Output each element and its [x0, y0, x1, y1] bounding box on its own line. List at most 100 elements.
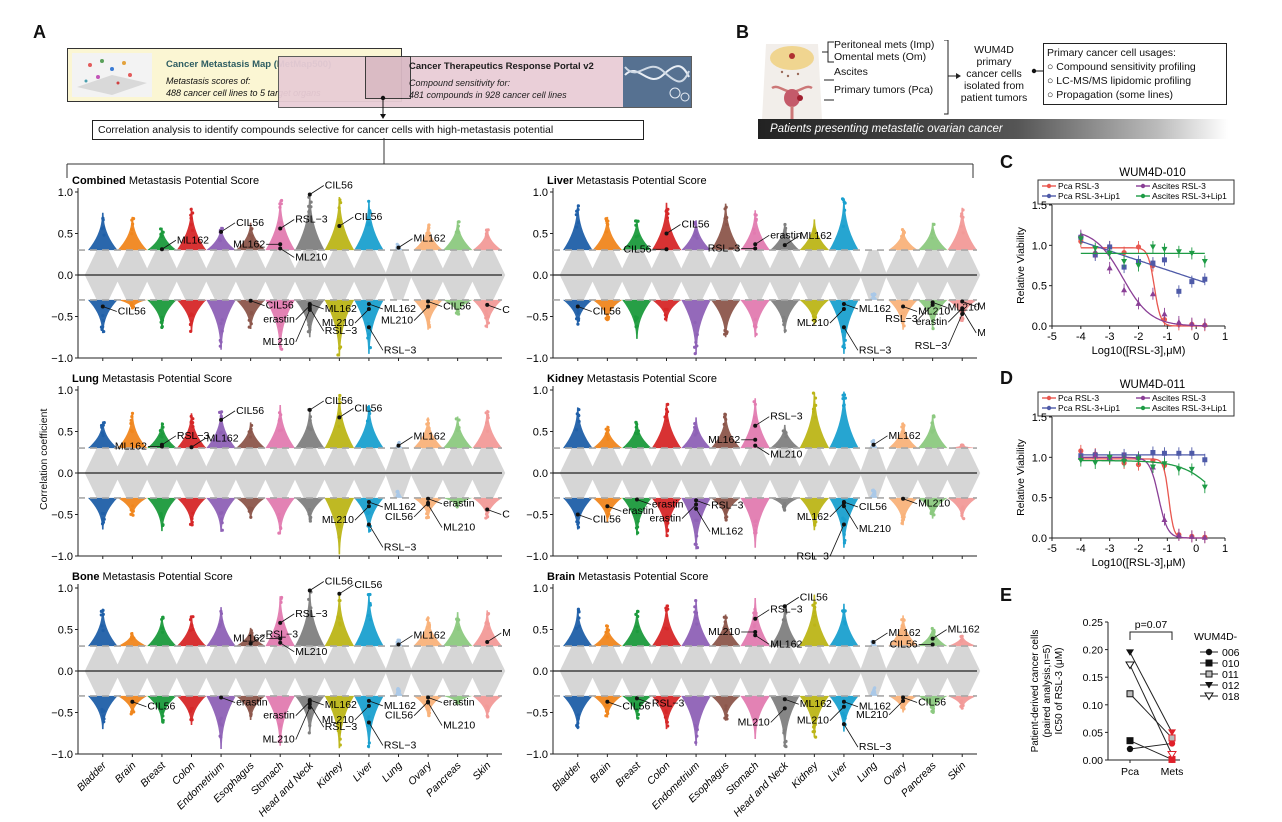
swarm-point [456, 312, 460, 316]
annotation-leader [413, 306, 429, 321]
annotation-leader [354, 505, 370, 521]
ctrp-banner: Cancer Therapeutics Response Portal v2 C… [278, 56, 692, 108]
swarm-point [159, 513, 163, 517]
annotation-leader [339, 408, 354, 418]
swarm-point [723, 412, 727, 417]
swarm-point [722, 415, 727, 419]
swarm-point [102, 709, 106, 713]
swarm-point [309, 515, 313, 519]
data-point-mets [1168, 755, 1176, 763]
annotation-leader [191, 437, 206, 448]
swarm-point [753, 415, 757, 420]
swarm-point [665, 419, 669, 423]
swarm-point [576, 725, 580, 729]
swarm-tail [472, 409, 503, 449]
data-point [1092, 246, 1099, 252]
swarm-point [812, 725, 816, 729]
annotation-label-erastin: erastin [443, 498, 475, 510]
annotation-label-rsl-3: RSL−3 [325, 721, 358, 733]
annotation-label-ml162: ML162 [797, 511, 829, 523]
annotation-leader [427, 504, 443, 528]
swarm-point [336, 522, 340, 526]
swarm-point [577, 407, 581, 412]
swarm-point [634, 223, 638, 227]
annotation-leader [368, 722, 384, 746]
annotation-leader [636, 499, 652, 505]
annotation-point [278, 242, 283, 247]
data-point [1176, 450, 1182, 456]
x-tick-label: Bladder [550, 759, 584, 793]
legend-marker [1204, 692, 1214, 701]
x-axis-label: Log10([RSL-3],μM) [1092, 557, 1186, 569]
annotation-leader [309, 185, 325, 195]
swarm-point [929, 511, 933, 516]
swarm-skin [469, 409, 506, 520]
swarm-point [900, 311, 905, 315]
swarm-point [604, 432, 609, 436]
legend-marker [1205, 682, 1213, 689]
swarm-point [188, 709, 193, 713]
y-tick-label: 0.10 [1083, 700, 1104, 712]
y-tick-label: −1.0 [526, 749, 548, 761]
annotation-label-ml162: ML162 [708, 434, 740, 446]
swarm-point [99, 609, 103, 613]
swarm-point [871, 689, 876, 693]
usage-item-label: Propagation (some lines) [1056, 89, 1173, 101]
swarm-point [813, 510, 817, 514]
swarm-point [336, 353, 340, 357]
swarm-lung [385, 638, 412, 696]
swarm-point [102, 233, 106, 237]
swarm-point [101, 226, 106, 230]
annotation-label-rsl-3: RSL−3 [384, 541, 417, 553]
data-point [1201, 534, 1208, 540]
swarm-point [841, 397, 845, 401]
swarm-point [574, 213, 578, 217]
swarm-point [454, 230, 458, 234]
swarm-point [724, 511, 728, 515]
annotation-label-rsl-3: RSL−3 [652, 697, 685, 709]
y-tick-label: 1.0 [58, 583, 73, 595]
swarm-point [129, 421, 133, 426]
swarm-point [931, 327, 935, 331]
swarm-point [486, 626, 490, 631]
swarm-point [783, 222, 787, 227]
swarm-point [929, 633, 934, 637]
data-point [1150, 449, 1156, 455]
annotation-leader [843, 501, 859, 508]
swarm-point [902, 629, 906, 634]
swarm-point [425, 422, 429, 426]
swarm-tail [710, 414, 741, 449]
swarm-point [902, 707, 906, 711]
swarm-point [722, 626, 726, 630]
data-point [1175, 531, 1182, 538]
annotation-point [337, 415, 342, 420]
swarm-point [932, 222, 936, 226]
fit-curve [1080, 240, 1205, 284]
swarm-point [427, 714, 431, 718]
anatomy-labels: Peritoneal mets (Imp) Omental mets (Om) … [834, 38, 934, 98]
annotation-label-rsl-3: RSL−3 [384, 739, 417, 751]
x-tick-label: -2 [1134, 331, 1144, 343]
annotation-label-rsl-3: RSL−3 [266, 629, 299, 641]
swarm-point [455, 617, 459, 621]
swarm-tail [442, 416, 473, 449]
swarm-point [336, 217, 341, 222]
swarm-colon [648, 202, 685, 322]
swarm-breast [143, 422, 180, 532]
annotation-leader [829, 502, 845, 518]
annotation-leader [961, 309, 977, 334]
swarm-point [486, 708, 490, 712]
swarm-point [100, 511, 104, 516]
annotation-leader [784, 235, 800, 246]
swarm-point [960, 706, 964, 710]
swarm-tail [87, 212, 118, 251]
swarm-point [606, 711, 610, 716]
y-tick-label: 1.5 [1032, 412, 1047, 424]
annotation-label-cil56: CIL56 [682, 219, 710, 231]
annotation-leader [888, 700, 904, 716]
swarm-point [308, 319, 312, 324]
annotation-point [366, 325, 371, 330]
x-tick-label: -5 [1047, 543, 1057, 555]
data-point [1121, 286, 1128, 293]
swarm-point [189, 414, 193, 418]
